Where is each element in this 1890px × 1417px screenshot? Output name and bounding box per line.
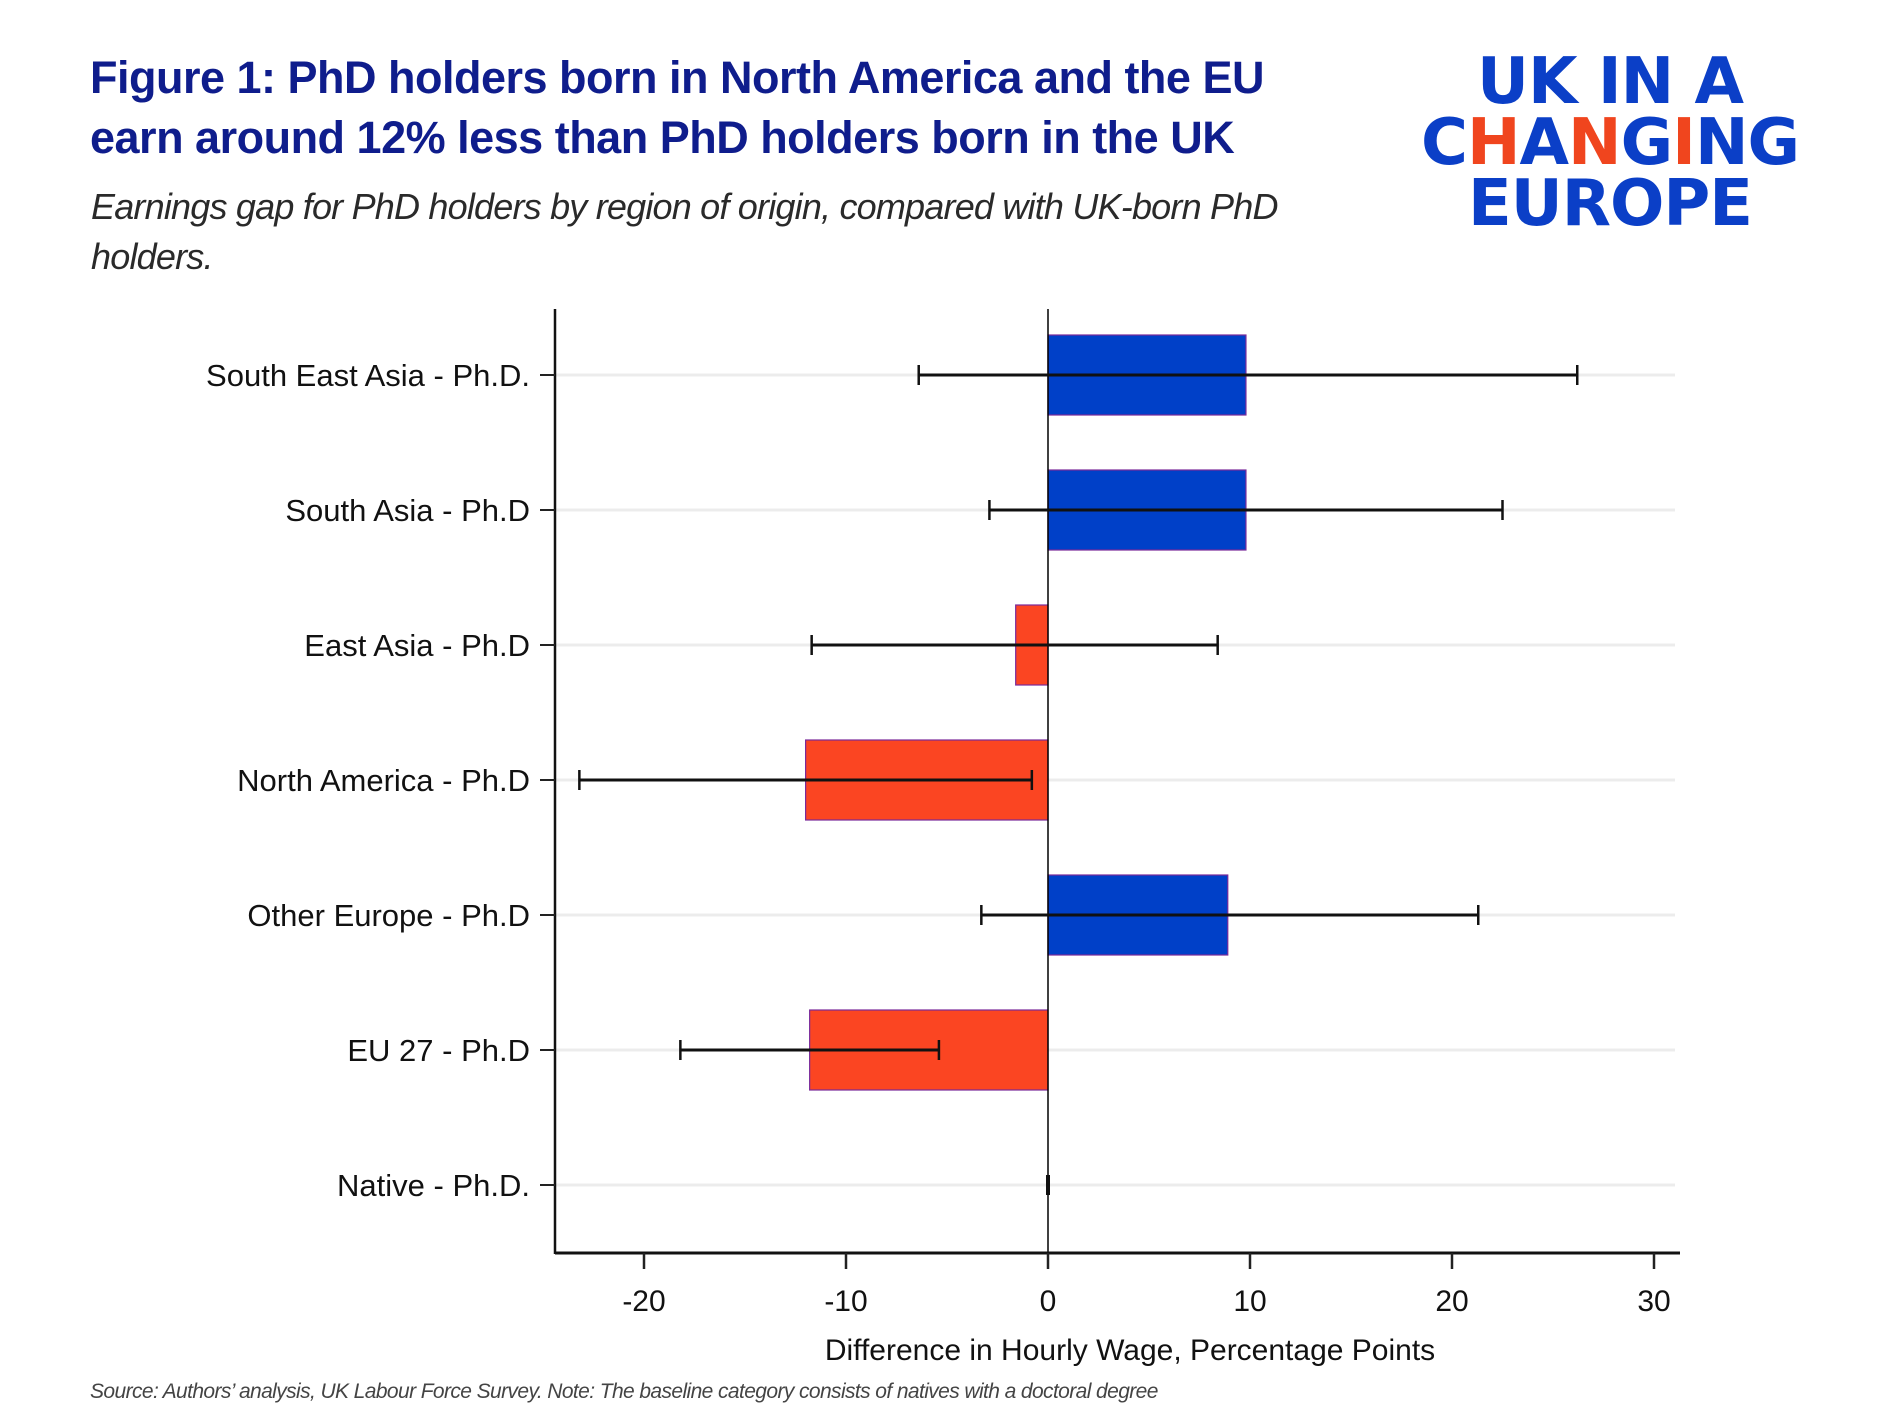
uk-in-a-changing-europe-logo: UK IN A CHANGING EUROPE <box>1400 45 1820 241</box>
logo-letter: G <box>1747 106 1801 180</box>
logo-letter: H <box>1466 106 1521 180</box>
x-tick-label: -10 <box>824 1285 867 1318</box>
logo-letter: N <box>1568 106 1622 180</box>
logo-letter: C <box>1420 106 1468 180</box>
y-tick-label: Native - Ph.D. <box>337 1168 530 1203</box>
x-tick-label: 0 <box>1040 1285 1057 1318</box>
x-axis-ticks: -20 -10 0 10 20 30 <box>622 1253 1671 1318</box>
figure-title-line-1: Figure 1: PhD holders born in North Amer… <box>90 52 1264 103</box>
figure-subtitle-line-2: holders. <box>91 236 213 277</box>
source-note: Source: Authors’ analysis, UK Labour For… <box>90 1380 1158 1403</box>
logo-line-2: CHANGING <box>1400 111 1820 175</box>
x-axis-title: Difference in Hourly Wage, Percentage Po… <box>825 1334 1435 1367</box>
x-tick-label: -20 <box>622 1285 665 1318</box>
x-tick-label: 20 <box>1435 1285 1468 1318</box>
y-tick-label: Other Europe - Ph.D <box>247 898 530 933</box>
y-tick-label: North America - Ph.D <box>237 763 530 798</box>
logo-letter: G <box>1620 106 1674 180</box>
figure-subtitle: Earnings gap for PhD holders by region o… <box>91 182 1381 282</box>
figure-title-line-2: earn around 12% less than PhD holders bo… <box>90 112 1235 163</box>
y-tick-label: EU 27 - Ph.D <box>347 1033 530 1068</box>
error-bars <box>578 365 1579 1195</box>
y-tick-label: South East Asia - Ph.D. <box>206 358 530 393</box>
bars <box>804 334 1247 1091</box>
y-axis-ticks: South East Asia - Ph.D. South Asia - Ph.D… <box>206 358 555 1203</box>
x-tick-label: 30 <box>1637 1285 1670 1318</box>
figure-title: Figure 1: PhD holders born in North Amer… <box>90 48 1390 168</box>
logo-letter: A <box>1519 106 1570 180</box>
logo-letter: I <box>1672 106 1696 180</box>
logo-letter: N <box>1694 106 1749 180</box>
y-tick-label: East Asia - Ph.D <box>304 628 530 663</box>
x-tick-label: 10 <box>1233 1285 1266 1318</box>
logo-line-1: UK IN A <box>1476 45 1744 119</box>
figure-subtitle-line-1: Earnings gap for PhD holders by region o… <box>91 186 1278 227</box>
logo-line-3: EUROPE <box>1468 167 1753 241</box>
y-tick-label: South Asia - Ph.D <box>285 493 530 528</box>
